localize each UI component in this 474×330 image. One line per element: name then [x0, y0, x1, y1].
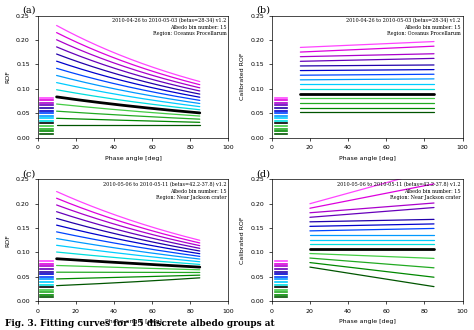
X-axis label: Phase angle [deg]: Phase angle [deg]	[339, 319, 396, 324]
Y-axis label: ROF: ROF	[6, 70, 10, 83]
Text: 2010-04-26 to 2010-05-03 (betas=28-34) v1.2
Albedo bin number: 15
Region: Oceanu: 2010-04-26 to 2010-05-03 (betas=28-34) v…	[346, 18, 461, 37]
X-axis label: Phase angle [deg]: Phase angle [deg]	[105, 319, 161, 324]
Text: 2010-05-06 to 2010-05-11 (betas=42.2-37.8) v1.2
Albedo bin number: 15
Region: Ne: 2010-05-06 to 2010-05-11 (betas=42.2-37.…	[337, 182, 461, 200]
Y-axis label: Calibrated ROF: Calibrated ROF	[240, 216, 245, 264]
Y-axis label: Calibrated ROF: Calibrated ROF	[240, 53, 245, 100]
X-axis label: Phase angle [deg]: Phase angle [deg]	[105, 156, 161, 161]
Text: (a): (a)	[22, 6, 36, 15]
Y-axis label: ROF: ROF	[6, 234, 10, 247]
Text: (b): (b)	[256, 6, 270, 15]
Text: Fig. 3. Fitting curves for 15 discrete albedo groups at: Fig. 3. Fitting curves for 15 discrete a…	[5, 319, 274, 328]
Text: 2010-04-26 to 2010-05-03 (betas=28-34) v1.2
Albedo bin number: 15
Region: Oceanu: 2010-04-26 to 2010-05-03 (betas=28-34) v…	[112, 18, 227, 37]
Text: 2010-05-06 to 2010-05-11 (betas=42.2-37.8) v1.2
Albedo bin number: 15
Region: Ne: 2010-05-06 to 2010-05-11 (betas=42.2-37.…	[103, 182, 227, 200]
Text: (d): (d)	[256, 169, 270, 178]
X-axis label: Phase angle [deg]: Phase angle [deg]	[339, 156, 396, 161]
Text: (c): (c)	[22, 169, 36, 178]
